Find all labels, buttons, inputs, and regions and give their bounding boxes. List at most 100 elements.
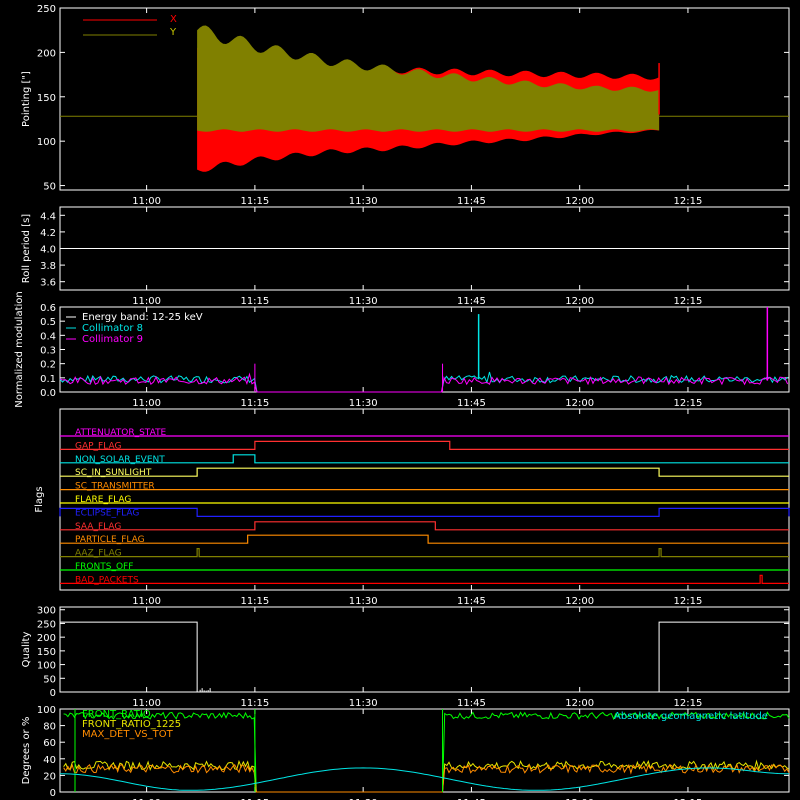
degrees-series-2 bbox=[63, 763, 790, 793]
x-tick-label: 12:15 bbox=[674, 698, 703, 709]
x-tick-label: 11:45 bbox=[457, 296, 486, 307]
y-tick-label: 100 bbox=[37, 705, 56, 716]
x-tick-label: 12:15 bbox=[674, 798, 703, 800]
x-tick-label: 11:15 bbox=[240, 296, 269, 307]
y-axis-label: Pointing ["] bbox=[21, 71, 32, 127]
x-tick-label: 11:00 bbox=[132, 196, 161, 207]
x-tick-label: 11:15 bbox=[240, 798, 269, 800]
flag-label-9: AAZ_FLAG bbox=[75, 549, 122, 559]
flag-line-9 bbox=[60, 548, 789, 558]
x-tick-label: 11:15 bbox=[240, 596, 269, 607]
panel-3: 11:00 11:15 11:30 11:45 12:00 12:15 Flags ATTEN… bbox=[34, 408, 790, 607]
x-tick-label: 12:00 bbox=[565, 196, 594, 207]
x-tick-label: 11:00 bbox=[132, 798, 161, 800]
y-tick-label: 300 bbox=[37, 606, 56, 617]
x-tick-label: 11:30 bbox=[349, 196, 378, 207]
y-tick-label: 150 bbox=[37, 647, 56, 658]
x-tick-label: 12:00 bbox=[565, 798, 594, 800]
y-tick-label: 50 bbox=[43, 674, 56, 685]
flag-line-11 bbox=[60, 574, 789, 584]
x-tick-label: 11:15 bbox=[240, 196, 269, 207]
y-tick-label: 3.8 bbox=[40, 261, 56, 272]
flag-label-5: FLARE_FLAG bbox=[75, 495, 131, 505]
y-tick-label: 4.0 bbox=[40, 245, 56, 256]
panel-1: 11:00 11:15 11:30 11:45 12:00 12:15 3.6 3.8 4.0 4… bbox=[21, 206, 790, 307]
x-tick-label: 12:15 bbox=[674, 296, 703, 307]
panel-4: 11:00 11:15 11:30 11:45 12:00 12:15 0 50 100 150 2… bbox=[21, 606, 790, 709]
panel-2: 11:00 11:15 11:30 11:45 12:00 12:15 0.0 0.1 0.2 0… bbox=[14, 291, 790, 409]
flag-line-6 bbox=[59, 507, 790, 517]
legend-label-deg-1: FRONT_RATIO_1225 bbox=[82, 719, 181, 730]
x-tick-label: 12:15 bbox=[674, 596, 703, 607]
y-tick-label: 20 bbox=[43, 771, 56, 782]
x-tick-label: 11:45 bbox=[457, 698, 486, 709]
flag-label-4: SC_TRANSMITTER bbox=[75, 482, 155, 492]
modulation-series-1 bbox=[59, 372, 789, 393]
legend-label-mod-2: Collimator 9 bbox=[82, 334, 143, 345]
y-tick-label: 4.4 bbox=[40, 211, 56, 222]
panel-0: 11:00 11:15 11:30 11:45 12:00 12:15 50 100 150 20… bbox=[21, 4, 790, 207]
y-tick-label: 0.6 bbox=[40, 303, 56, 314]
x-tick-label: 12:00 bbox=[565, 698, 594, 709]
y-tick-label: 50 bbox=[43, 182, 56, 193]
flag-label-7: SAA_FLAG bbox=[75, 522, 121, 532]
quality-line bbox=[60, 621, 789, 693]
flag-line-2 bbox=[60, 454, 789, 464]
y-tick-label: 0.1 bbox=[40, 374, 56, 385]
x-tick-label: 11:30 bbox=[349, 296, 378, 307]
flag-label-0: ATTENUATOR_STATE bbox=[75, 428, 167, 438]
x-tick-label: 12:15 bbox=[674, 398, 703, 409]
x-tick-label: 11:00 bbox=[132, 698, 161, 709]
y-axis-label: Quality bbox=[21, 632, 32, 668]
legend-label-y: Y bbox=[169, 27, 177, 38]
y-tick-label: 250 bbox=[37, 619, 56, 630]
y-tick-label: 0.4 bbox=[40, 331, 56, 342]
x-tick-label: 11:15 bbox=[240, 698, 269, 709]
x-tick-label: 11:00 bbox=[132, 596, 161, 607]
x-tick-label: 12:00 bbox=[565, 596, 594, 607]
x-tick-label: 11:45 bbox=[457, 596, 486, 607]
flag-label-11: BAD_PACKETS bbox=[75, 575, 139, 585]
y-axis-label: Normalized modulation bbox=[14, 291, 25, 408]
y-tick-label: 0.5 bbox=[40, 317, 56, 328]
panel-5: 11:00 11:15 11:30 11:45 12:00 12:15 0 20 40 60 80 1… bbox=[21, 705, 790, 800]
flag-line-7 bbox=[60, 521, 789, 531]
panel-frame bbox=[59, 7, 790, 191]
flag-label-10: FRONTS_OFF bbox=[75, 562, 133, 572]
y-tick-label: 0 bbox=[50, 688, 56, 699]
legend-label-deg-2: MAX_DET_VS_TOT bbox=[82, 729, 174, 740]
y-tick-label: 200 bbox=[37, 633, 56, 644]
y-tick-label: 250 bbox=[37, 4, 56, 15]
x-tick-label: 11:15 bbox=[240, 398, 269, 409]
flag-line-8 bbox=[60, 534, 789, 544]
y-tick-label: 60 bbox=[43, 738, 56, 749]
y-tick-label: 0.0 bbox=[40, 388, 56, 399]
x-tick-label: 11:00 bbox=[132, 296, 161, 307]
y-tick-label: 0.2 bbox=[40, 360, 56, 371]
x-tick-label: 11:30 bbox=[349, 596, 378, 607]
latitude-curve bbox=[59, 767, 789, 791]
flag-label-8: PARTICLE_FLAG bbox=[75, 535, 145, 545]
y-tick-label: 40 bbox=[43, 755, 56, 766]
y-tick-label: 100 bbox=[37, 137, 56, 148]
x-tick-label: 11:45 bbox=[457, 798, 486, 800]
y-tick-label: 3.6 bbox=[40, 278, 56, 289]
legend-label-x: X bbox=[170, 14, 177, 25]
y-tick-label: 200 bbox=[37, 48, 56, 59]
y-tick-label: 0 bbox=[50, 788, 56, 799]
flag-label-3: SC_IN_SUNLIGHT bbox=[75, 468, 152, 478]
y-axis-label: Flags bbox=[34, 486, 45, 512]
x-tick-label: 11:45 bbox=[457, 398, 486, 409]
latitude-annotation: Absolute geomagnetic latitude bbox=[614, 711, 768, 722]
y-tick-label: 150 bbox=[37, 93, 56, 104]
x-tick-label: 11:30 bbox=[349, 398, 378, 409]
x-tick-label: 11:30 bbox=[349, 798, 378, 800]
y-axis-label: Roll period [s] bbox=[21, 214, 32, 283]
y-tick-label: 4.2 bbox=[40, 228, 56, 239]
flag-label-6: ECLIPSE_FLAG bbox=[75, 508, 139, 518]
legend-label-mod-0: Energy band: 12-25 keV bbox=[82, 312, 203, 323]
x-tick-label: 12:15 bbox=[674, 196, 703, 207]
flag-line-1 bbox=[60, 440, 789, 450]
x-tick-label: 11:30 bbox=[349, 698, 378, 709]
